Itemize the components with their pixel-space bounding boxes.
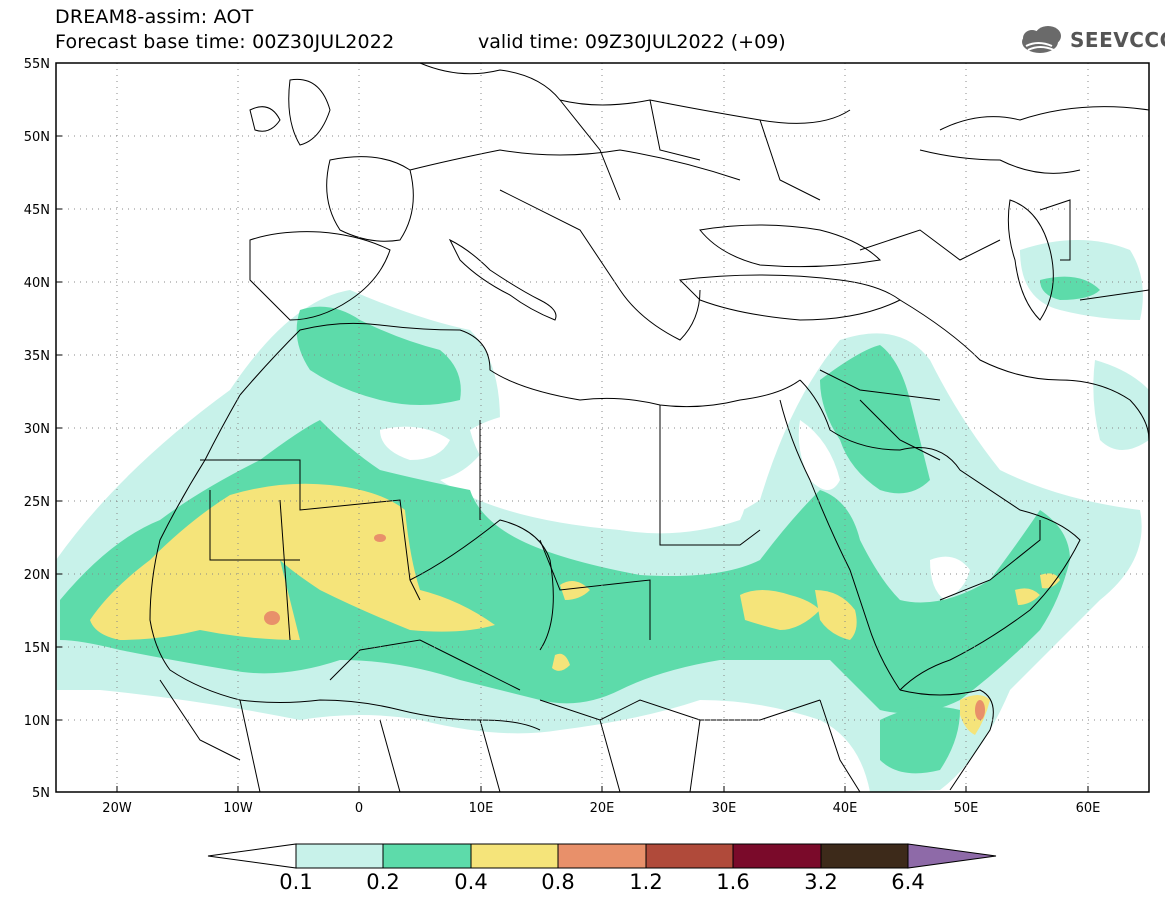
lon-label: 30E <box>712 801 737 816</box>
colorbar-label: 0.8 <box>541 870 575 894</box>
colorbar-label: 1.6 <box>716 870 750 894</box>
lat-label: 25N <box>24 495 50 510</box>
forecast-base-time: Forecast base time: 00Z30JUL2022 <box>55 31 395 53</box>
aot-contour-0.8 <box>264 534 985 720</box>
colorbar <box>207 843 997 869</box>
cloud-icon <box>1022 26 1061 53</box>
colorbar-label: 1.2 <box>629 870 663 894</box>
colorbar-label: 0.2 <box>366 870 400 894</box>
lon-label: 60E <box>1076 801 1101 816</box>
colorbar-segment <box>470 843 559 869</box>
map-title: DREAM8-assim: AOT <box>55 6 254 28</box>
lon-label: 20W <box>102 801 132 816</box>
aot-clear-areas <box>380 412 970 600</box>
grid-lines <box>56 63 1149 792</box>
lat-labels: 55N 50N 45N 40N 35N 30N 25N 20N 15N 10N … <box>24 57 50 801</box>
colorbar-label: 0.1 <box>279 870 313 894</box>
colorbar-segment <box>295 843 384 869</box>
lat-label: 15N <box>24 641 50 656</box>
colorbar-segment <box>732 843 822 869</box>
aot-contour-0.4 <box>90 483 1060 735</box>
lon-label: 50E <box>954 801 979 816</box>
colorbar-label: 3.2 <box>804 870 838 894</box>
lon-label: 10E <box>469 801 494 816</box>
lat-label: 35N <box>24 349 50 364</box>
logo-text: SEEVCCC <box>1070 28 1165 52</box>
country-borders <box>149 63 1149 792</box>
valid-time: valid time: 09Z30JUL2022 (+09) <box>478 31 786 53</box>
colorbar-segment <box>557 843 647 869</box>
colorbar-label: 6.4 <box>891 870 925 894</box>
lon-labels: 20W 10W 0 10E 20E 30E 40E 50E 60E <box>102 801 1100 816</box>
lat-label: 50N <box>24 130 50 145</box>
colorbar-segment <box>820 843 909 869</box>
lat-label: 20N <box>24 568 50 583</box>
colorbar-segment <box>382 843 472 869</box>
lat-label: 30N <box>24 422 50 437</box>
lat-label: 45N <box>24 203 50 218</box>
lon-label: 40E <box>833 801 858 816</box>
tick-marks <box>56 62 1089 792</box>
colorbar-segment <box>207 843 297 869</box>
lat-label: 40N <box>24 276 50 291</box>
lon-label: 20E <box>590 801 615 816</box>
colorbar-segment <box>645 843 734 869</box>
colorbar-label: 0.4 <box>454 870 488 894</box>
lon-label: 10W <box>223 801 253 816</box>
lat-label: 5N <box>32 786 50 801</box>
map-content <box>56 63 1149 792</box>
lat-label: 55N <box>24 57 50 72</box>
lon-label: 0 <box>355 801 363 816</box>
colorbar-segment <box>907 843 997 869</box>
lat-label: 10N <box>24 714 50 729</box>
